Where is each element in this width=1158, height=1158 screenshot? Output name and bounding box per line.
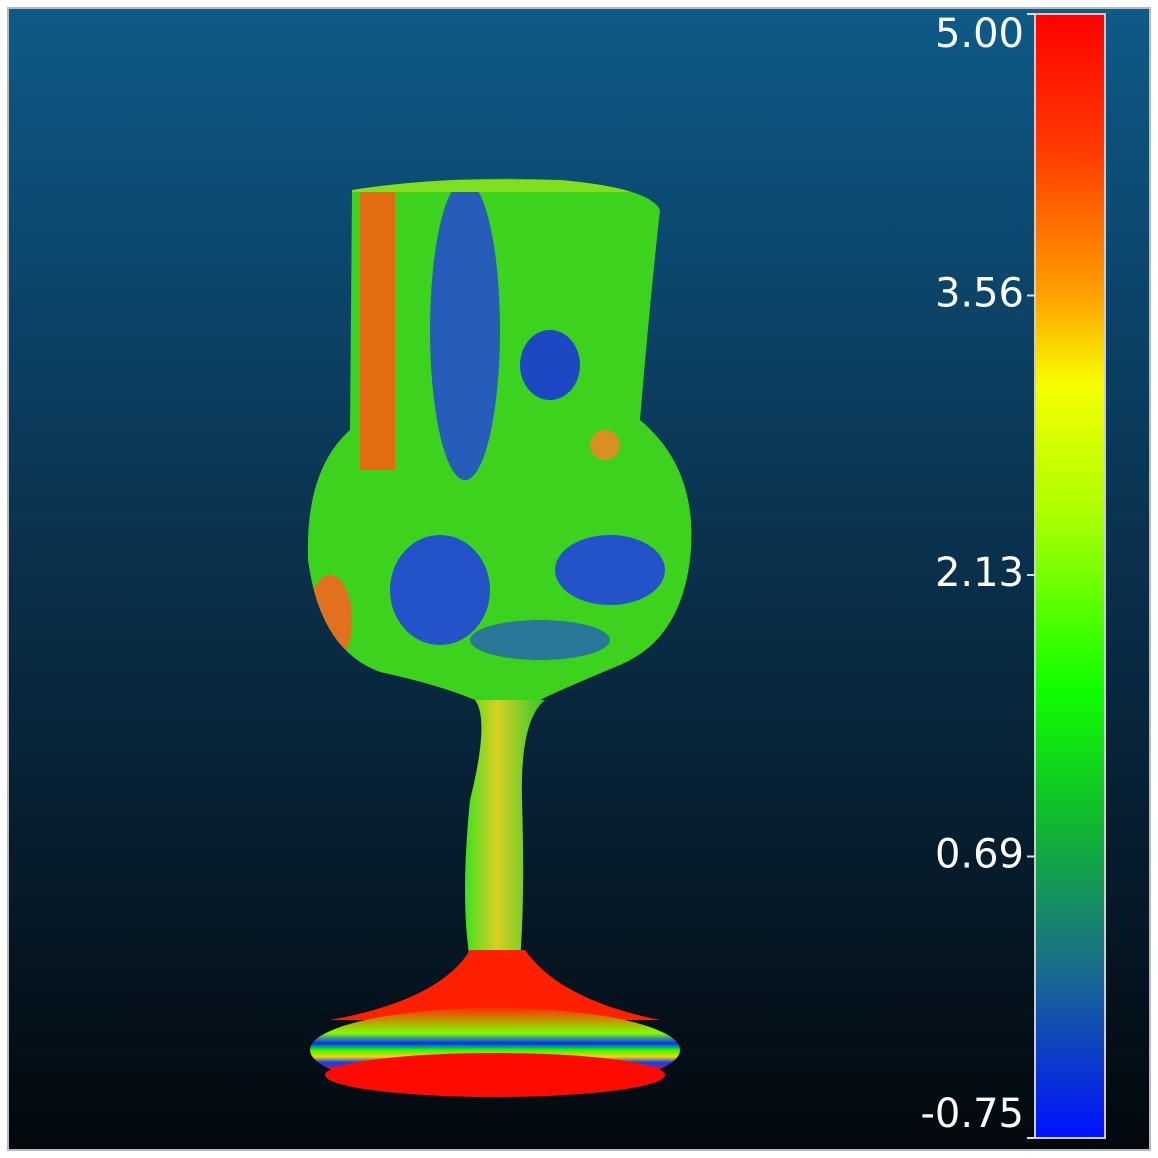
goblet-point-cloud — [307, 178, 692, 1097]
patch — [470, 620, 610, 660]
color-scale-ticks: 5.00 3.56 2.13 0.69 -0.75 — [921, 11, 1035, 1139]
patch — [590, 430, 620, 460]
tick-label: 3.56 — [935, 270, 1024, 316]
stem-base — [330, 950, 660, 1020]
color-scale-bar — [1034, 13, 1106, 1139]
patch — [520, 330, 580, 400]
foot-bottom — [325, 1053, 665, 1097]
tick-label: 2.13 — [935, 550, 1024, 596]
tick-label: 5.00 — [935, 11, 1024, 57]
patch — [390, 535, 490, 645]
tick-label: 0.69 — [935, 832, 1024, 878]
patch — [430, 180, 500, 480]
stem — [465, 700, 545, 960]
tick-label: -0.75 — [921, 1091, 1025, 1137]
patch — [555, 535, 665, 605]
patch — [360, 190, 395, 470]
